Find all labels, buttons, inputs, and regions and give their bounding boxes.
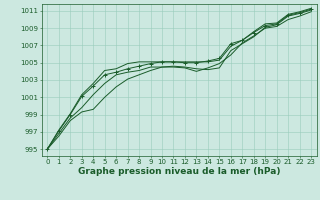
X-axis label: Graphe pression niveau de la mer (hPa): Graphe pression niveau de la mer (hPa) — [78, 167, 280, 176]
